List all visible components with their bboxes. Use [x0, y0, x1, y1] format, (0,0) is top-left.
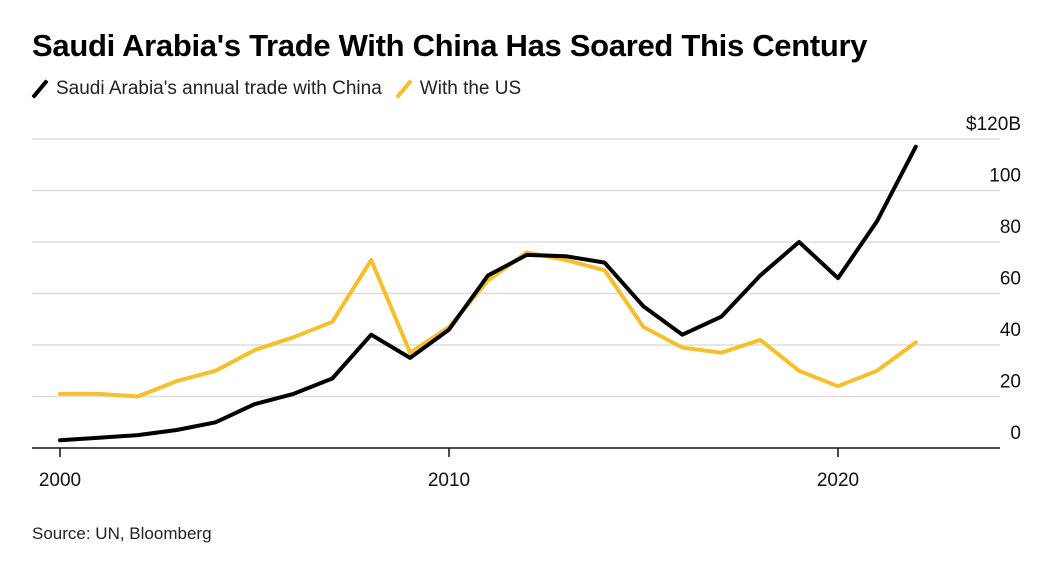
y-tick-label-60: 60	[1000, 269, 1021, 290]
y-tick-label-20: 20	[1000, 372, 1021, 393]
series-lines	[58, 144, 918, 443]
gridlines	[32, 138, 1000, 398]
legend-label-us: With the US	[419, 78, 522, 99]
legend-item-china: Saudi Arabia's annual trade with China	[31, 78, 382, 100]
legend-label-china: Saudi Arabia's annual trade with China	[56, 78, 382, 99]
series-line-china	[58, 144, 918, 443]
y-tick-labels: 0 20 40 60 80 100 $120B	[966, 114, 1021, 444]
series-line-us	[58, 250, 918, 399]
x-tick-label-2020: 2020	[817, 470, 859, 491]
x-axis: 2000 2010 2020	[32, 447, 1000, 491]
y-tick-label-40: 40	[1000, 320, 1021, 341]
x-tick-label-2010: 2010	[428, 470, 470, 491]
chart-legend: Saudi Arabia's annual trade with China W…	[31, 76, 535, 102]
chart-title: Saudi Arabia's Trade With China Has Soar…	[32, 28, 868, 63]
y-tick-label-80: 80	[1000, 217, 1021, 238]
y-tick-label-120: $120B	[966, 114, 1021, 135]
y-tick-label-0: 0	[1010, 423, 1021, 444]
legend-item-us: With the US	[395, 78, 522, 100]
x-tick-label-2000: 2000	[39, 470, 81, 491]
y-tick-label-100: 100	[989, 166, 1021, 187]
source-note: Source: UN, Bloomberg	[32, 524, 212, 543]
